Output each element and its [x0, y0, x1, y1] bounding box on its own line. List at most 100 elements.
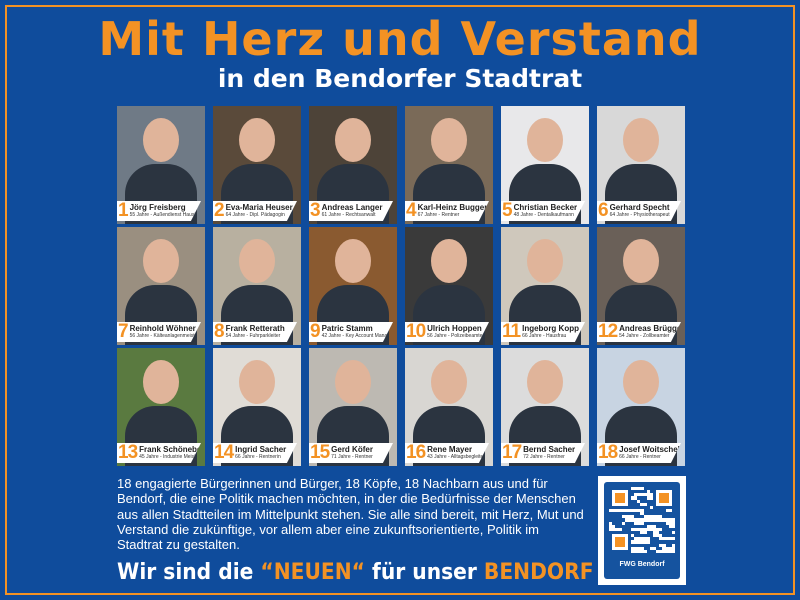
qr-module	[665, 543, 669, 547]
qr-module	[615, 530, 619, 535]
qr-code[interactable]	[609, 487, 675, 553]
candidate-name: Josef Woitschek	[619, 445, 683, 454]
qr-module	[630, 502, 635, 506]
qr-module	[615, 518, 619, 522]
qr-code-card[interactable]: FWG Bendorf	[598, 476, 686, 585]
qr-module	[671, 515, 675, 519]
candidate-name: Rene Mayer	[427, 445, 473, 454]
qr-module	[668, 505, 672, 509]
qr-module	[609, 493, 613, 497]
photo-head	[527, 118, 563, 162]
qr-module	[671, 508, 675, 513]
qr-module	[652, 540, 657, 544]
qr-module	[671, 534, 675, 538]
qr-module	[665, 524, 669, 528]
qr-module	[609, 499, 613, 503]
candidate-name: Ingrid Sacher	[235, 445, 287, 454]
qr-module	[618, 530, 622, 535]
candidate-name: Ingeborg Kopp	[522, 324, 579, 333]
candidate-card: 15 Gerd Köfer 71 Jahre - Rentner	[309, 348, 397, 466]
qr-module	[662, 521, 666, 525]
candidate-caption: 14 Ingrid Sacher 66 Jahre - Rentnerin	[213, 443, 297, 463]
qr-module	[652, 537, 657, 541]
qr-module	[662, 487, 666, 491]
candidate-name: Andreas Langer	[321, 203, 383, 212]
qr-module	[652, 502, 657, 506]
qr-label: FWG Bendorf	[619, 561, 665, 568]
qr-module	[671, 540, 675, 544]
qr-module	[624, 521, 628, 525]
candidate-caption: 13 Frank Schöneberg 45 Jahre - Industrie …	[117, 443, 201, 463]
qr-module	[659, 493, 663, 497]
qr-module	[640, 515, 644, 519]
qr-module	[612, 515, 616, 519]
candidate-info: 72 Jahre - Rentner	[523, 454, 565, 460]
candidate-caption: 8 Frank Retterath 54 Jahre - Fuhrparkleit…	[213, 322, 297, 342]
qr-module	[627, 496, 631, 500]
qr-module	[659, 487, 663, 491]
candidate-info: 42 Jahre - Key Account Manager	[321, 333, 395, 339]
qr-module	[662, 540, 666, 544]
candidate-name: Frank Schöneberg	[139, 445, 205, 454]
qr-module	[634, 490, 638, 494]
qr-module	[665, 515, 669, 519]
candidate-caption: 12 Andreas Brüggemann54 Jahre - Zollbeam…	[597, 322, 681, 342]
qr-module	[637, 543, 641, 547]
candidate-caption: 4 Karl-Heinz Buggenthien67 Jahre - Rentn…	[405, 201, 489, 221]
qr-module	[627, 534, 631, 538]
qr-module	[618, 515, 622, 519]
qr-module	[640, 534, 644, 538]
candidate-card: 1 Jörg Freisberg 55 Jahre - Außendienst H…	[117, 106, 205, 224]
qr-module	[646, 505, 650, 509]
qr-module	[662, 512, 666, 516]
qr-module	[624, 505, 628, 509]
qr-module	[615, 537, 619, 541]
qr-module	[656, 543, 660, 547]
qr-module	[659, 546, 663, 550]
candidate-card: 5 Christian Becker 48 Jahre - Dentalkaufm…	[501, 106, 589, 224]
candidate-info: 45 Jahre - Industrie Meister Chemie	[139, 454, 201, 460]
qr-module	[618, 521, 622, 525]
qr-module	[662, 499, 666, 503]
qr-module	[634, 502, 638, 506]
qr-module	[609, 512, 613, 516]
qr-module	[640, 524, 644, 528]
candidate-name: Bernd Sacher	[523, 445, 576, 454]
qr-module	[662, 524, 666, 528]
qr-module	[621, 518, 625, 522]
qr-module	[662, 505, 666, 509]
photo-head	[239, 360, 275, 404]
candidate-caption: 1 Jörg Freisberg 55 Jahre - Außendienst H…	[117, 201, 201, 221]
candidate-info: 56 Jahre - Polizeibeamter	[427, 333, 485, 339]
qr-module	[652, 487, 657, 491]
qr-module	[649, 549, 653, 553]
candidate-caption: 7 Reinhold Wöhner 56 Jahre - Kälteanlagen…	[117, 322, 201, 342]
candidate-caption: 11 Ingeborg Kopp 66 Jahre - Hausfrau	[501, 322, 585, 342]
candidate-number: 8	[214, 321, 225, 342]
candidate-card: 11 Ingeborg Kopp 66 Jahre - Hausfrau	[501, 227, 589, 345]
qr-module	[612, 512, 616, 516]
qr-module	[668, 527, 672, 531]
qr-module	[646, 487, 650, 491]
candidate-number: 5	[502, 200, 513, 221]
slogan: Wir sind die “NEUEN“ für unser BENDORF	[117, 560, 594, 585]
qr-module	[618, 499, 622, 503]
photo-head	[623, 118, 659, 162]
qr-module	[624, 549, 628, 553]
photo-head	[431, 118, 467, 162]
qr-module	[634, 512, 638, 516]
qr-module	[634, 499, 638, 503]
qr-module	[627, 524, 631, 528]
candidate-name: Gerhard Specht	[609, 203, 670, 212]
qr-module	[649, 512, 653, 516]
candidate-caption: 15 Gerd Köfer 71 Jahre - Rentner	[309, 443, 393, 463]
photo-head	[239, 118, 275, 162]
candidate-name: Frank Retterath	[225, 324, 285, 333]
qr-module	[630, 543, 635, 547]
qr-module	[627, 530, 631, 535]
qr-module	[609, 487, 613, 491]
qr-module	[618, 487, 622, 491]
qr-module	[634, 534, 638, 538]
qr-module	[637, 502, 641, 506]
qr-module	[609, 515, 613, 519]
